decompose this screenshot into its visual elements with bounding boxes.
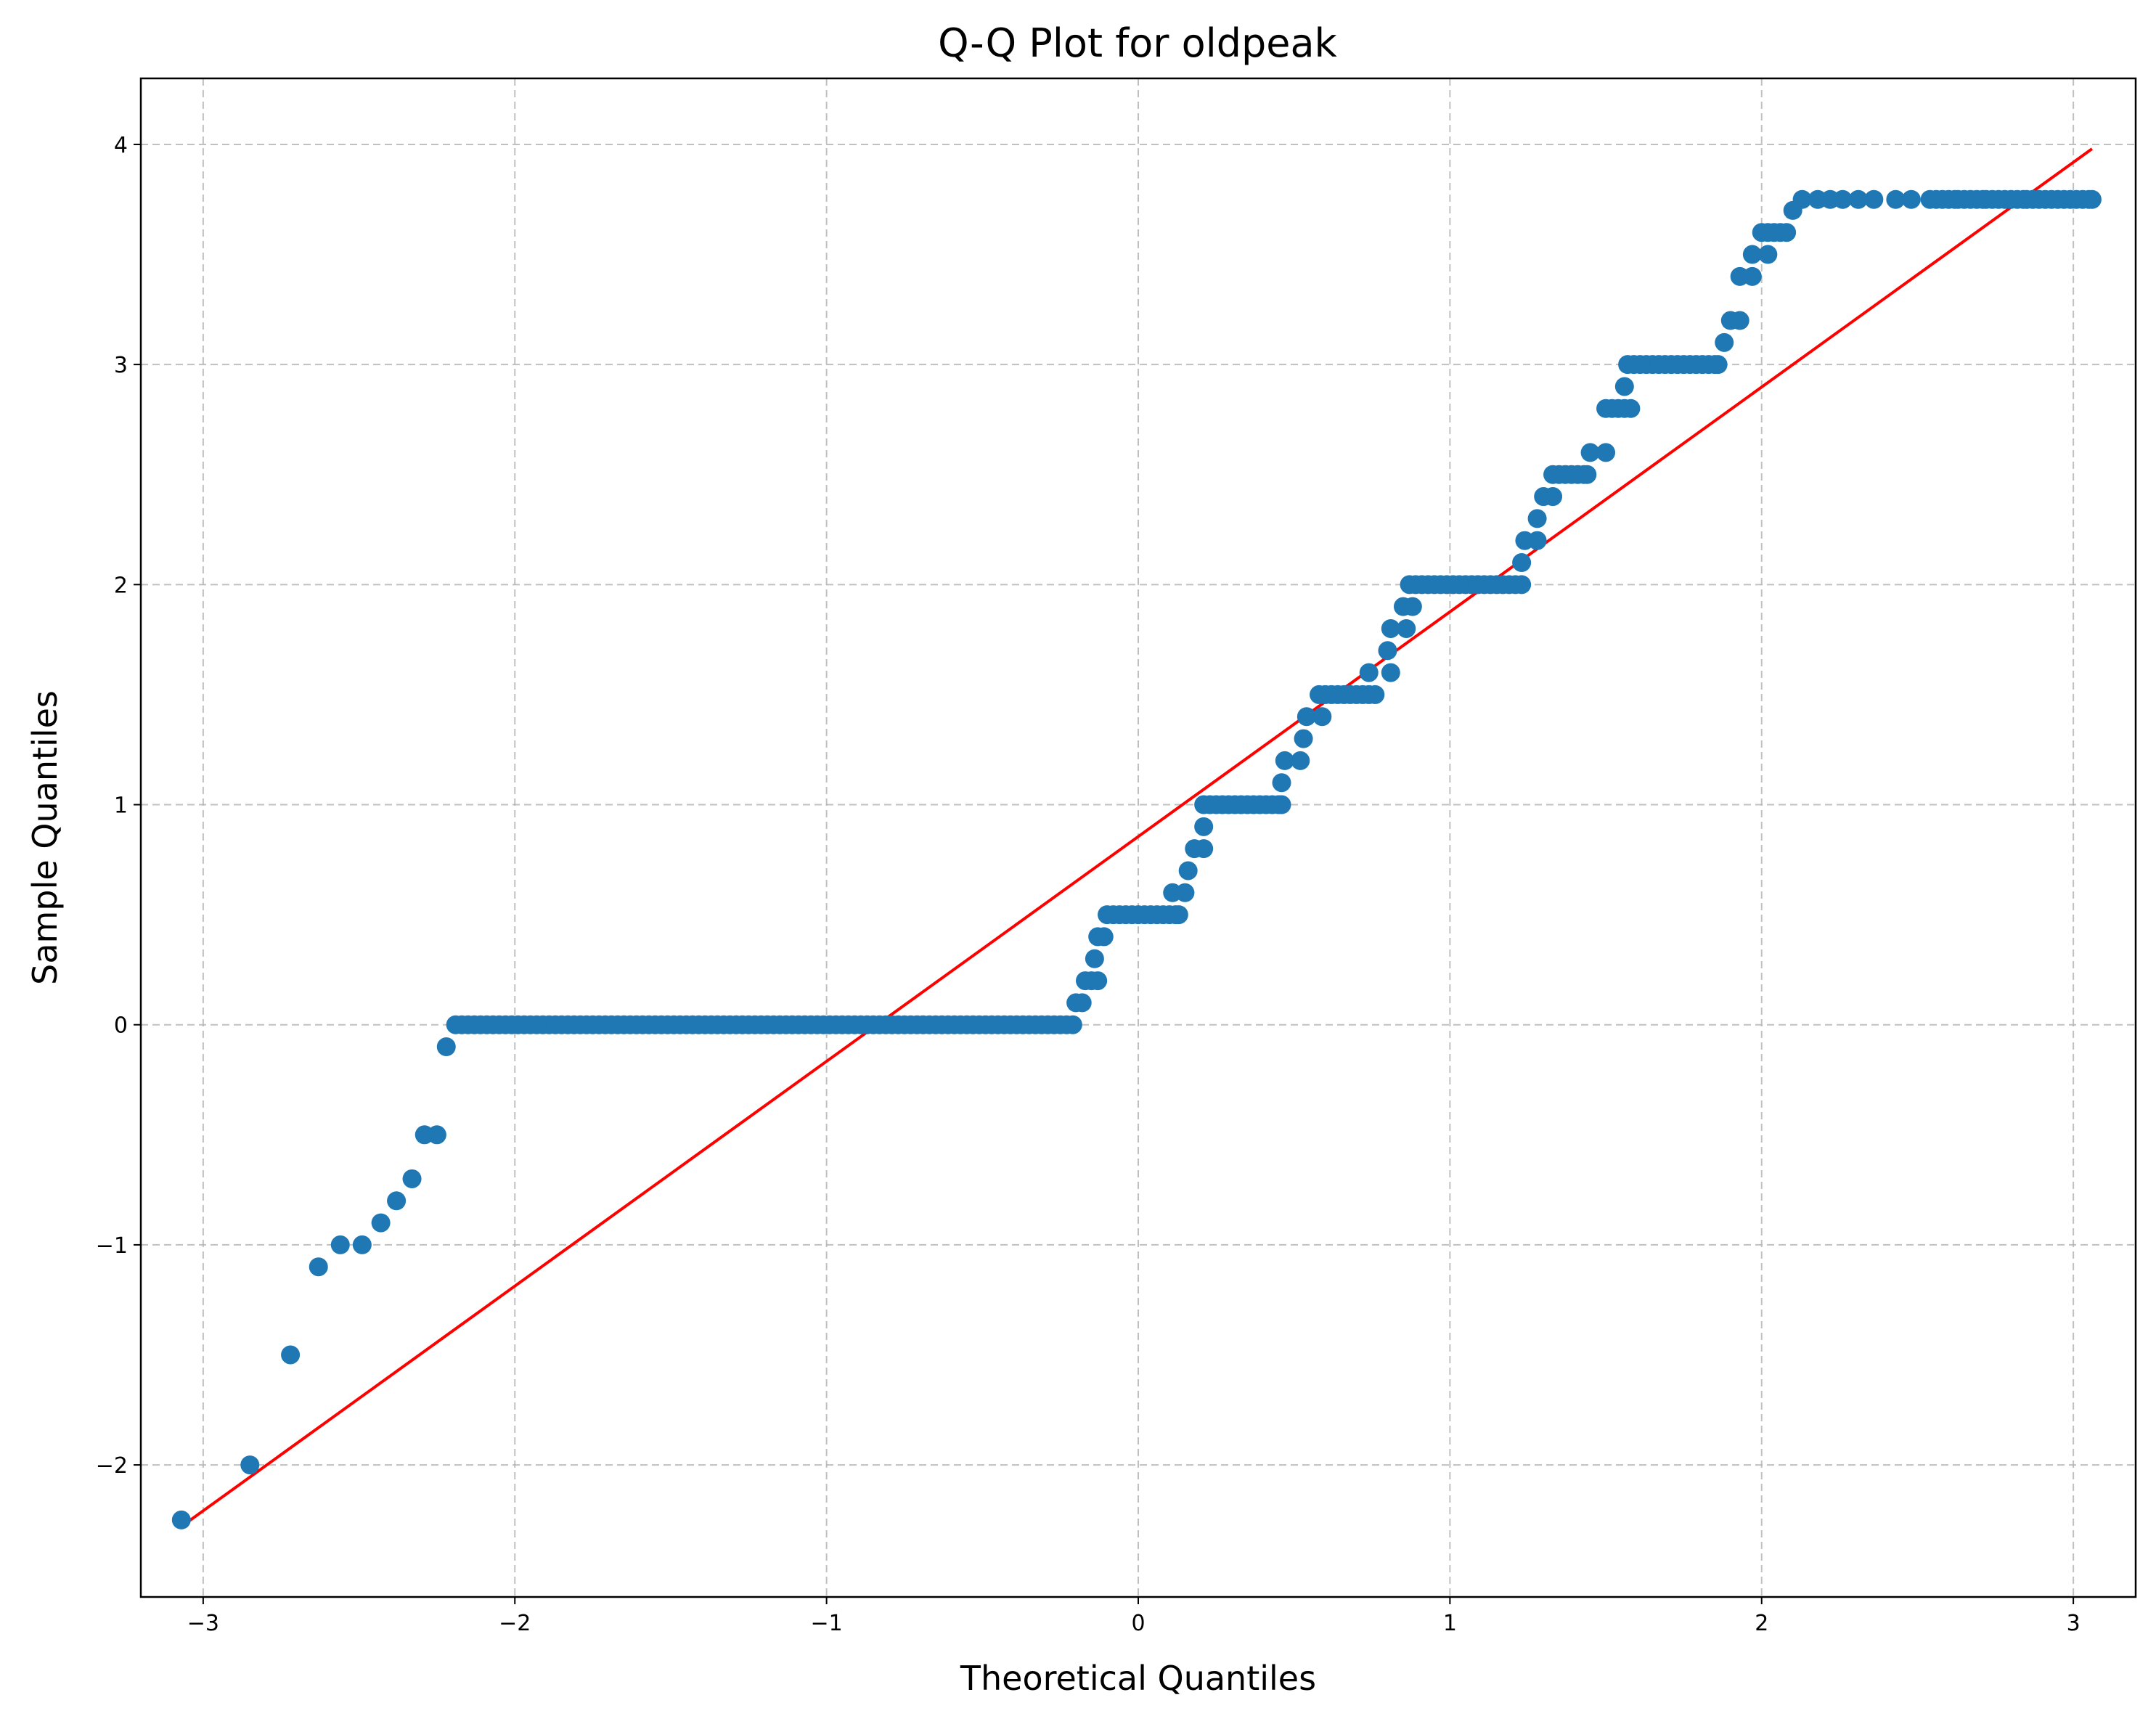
sample-point	[1194, 817, 1214, 836]
x-tick-label: 1	[1443, 1611, 1457, 1636]
y-tick-label: 2	[114, 573, 128, 598]
sample-point	[1294, 729, 1313, 748]
sample-point	[281, 1345, 301, 1365]
reference-line-layer	[180, 147, 2094, 1528]
sample-point	[1864, 189, 1884, 209]
sample-point	[1312, 707, 1332, 727]
sample-point	[1886, 189, 1906, 209]
sample-point	[1291, 751, 1310, 770]
sample-point	[1527, 531, 1547, 550]
sample-point	[1365, 685, 1385, 704]
x-tick-label: 3	[2067, 1611, 2081, 1636]
sample-points-layer	[171, 189, 2102, 1529]
x-tick-label: −3	[187, 1611, 219, 1636]
x-tick-label: −2	[499, 1611, 531, 1636]
x-tick-label: −1	[811, 1611, 843, 1636]
sample-point	[436, 1037, 456, 1057]
sample-point	[240, 1455, 260, 1475]
y-tick-label: −2	[96, 1453, 128, 1479]
y-tick-label: 4	[114, 133, 128, 158]
y-ticks: −2 −1 0 1 2 3 4	[96, 133, 141, 1479]
sample-point	[352, 1235, 372, 1254]
sample-point	[402, 1169, 422, 1188]
sample-point	[1381, 618, 1400, 638]
sample-point	[309, 1257, 328, 1277]
sample-point	[1272, 795, 1291, 814]
sample-point	[1378, 641, 1397, 661]
reference-line	[180, 147, 2094, 1528]
y-tick-label: −1	[96, 1233, 128, 1259]
sample-point	[1512, 553, 1532, 573]
sample-point	[1901, 189, 1921, 209]
sample-point	[1777, 223, 1797, 242]
sample-point	[1543, 487, 1563, 507]
sample-point	[1072, 993, 1092, 1013]
sample-point	[1730, 311, 1749, 330]
sample-point	[1094, 927, 1114, 947]
sample-point	[330, 1235, 350, 1254]
sample-point	[1397, 618, 1416, 638]
y-tick-label: 1	[114, 793, 128, 819]
x-tick-label: 2	[1755, 1611, 1768, 1636]
sample-point	[1833, 189, 1853, 209]
sample-point	[1758, 245, 1778, 264]
sample-point	[1512, 575, 1532, 595]
sample-point	[1088, 971, 1108, 991]
sample-point	[1275, 751, 1294, 770]
sample-point	[1577, 465, 1597, 484]
sample-point	[1175, 883, 1195, 902]
y-tick-label: 0	[114, 1013, 128, 1039]
sample-point	[1085, 949, 1104, 968]
sample-point	[1169, 905, 1188, 925]
sample-point	[1272, 773, 1291, 793]
y-axis-title: Sample Quantiles	[25, 690, 65, 985]
sample-point	[1715, 332, 1734, 352]
sample-point	[1527, 509, 1547, 528]
sample-point	[1194, 839, 1214, 859]
sample-point	[427, 1125, 446, 1145]
sample-point	[1297, 707, 1316, 727]
chart-title: Q-Q Plot for oldpeak	[938, 20, 1337, 66]
sample-point	[1708, 355, 1728, 375]
sample-point	[171, 1510, 191, 1529]
sample-point	[1614, 377, 1634, 396]
sample-point	[1621, 399, 1641, 418]
sample-point	[1063, 1015, 1082, 1034]
x-tick-label: 0	[1131, 1611, 1145, 1636]
sample-point	[1402, 597, 1422, 616]
sample-point	[1381, 663, 1400, 682]
sample-point	[387, 1191, 407, 1211]
x-ticks: −3 −2 −1 0 1 2 3	[187, 1597, 2081, 1636]
sample-point	[1742, 245, 1762, 264]
sample-point	[1792, 189, 1812, 209]
sample-point	[1596, 443, 1616, 462]
sample-point	[1359, 663, 1379, 682]
sample-point	[2082, 189, 2102, 209]
y-tick-label: 3	[114, 353, 128, 378]
x-axis-title: Theoretical Quantiles	[960, 1659, 1316, 1698]
sample-point	[1178, 861, 1198, 881]
sample-point	[371, 1213, 391, 1233]
sample-point	[1848, 189, 1868, 209]
sample-point	[1580, 443, 1600, 462]
sample-point	[1742, 266, 1762, 286]
